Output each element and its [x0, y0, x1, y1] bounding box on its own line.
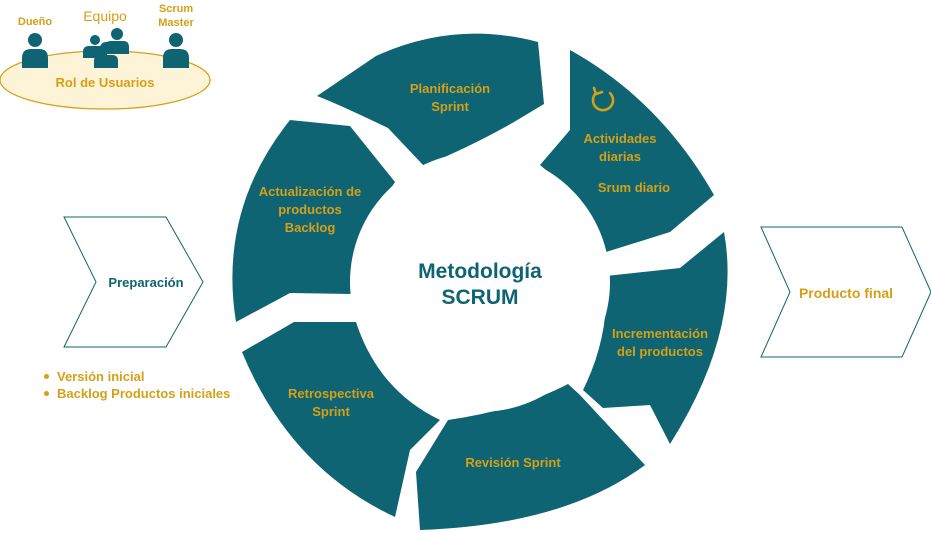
segment-planificacion: [317, 33, 544, 166]
planificacion-label-line1: Planificación: [410, 81, 490, 96]
segment-revision: [416, 384, 645, 530]
segment-incrementacion: [583, 232, 728, 444]
incrementacion-label-line1: Incrementación: [612, 326, 708, 341]
producto-final-label: Producto final: [799, 285, 893, 301]
producto-final-chevron: [760, 226, 931, 358]
retrospectiva-label-line1: Retrospectiva: [288, 386, 375, 401]
preparacion-chevron: [63, 216, 204, 348]
owner-person-icon: [22, 33, 48, 68]
actividades-label-line3: Srum diario: [598, 180, 670, 195]
center-title-line1: Metodología: [418, 260, 542, 283]
scrum-cycle: [232, 33, 728, 530]
actualizacion-label-line3: Backlog: [285, 220, 336, 235]
bullet-version-inicial: Versión inicial: [44, 368, 230, 385]
revision-label: Revisión Sprint: [465, 455, 561, 470]
center-circle: [350, 152, 610, 412]
scrum-master-label-line2: Master: [158, 17, 194, 29]
planificacion-label-line2: Sprint: [431, 99, 469, 114]
roles-group: Dueño Equipo Scrum Master Rol de Usuario…: [0, 3, 211, 110]
roles-label: Rol de Usuarios: [56, 75, 155, 90]
preparacion-bullet-list: Versión inicial Backlog Productos inicia…: [44, 368, 230, 402]
team-label: Equipo: [83, 8, 127, 24]
bullet-backlog-productos: Backlog Productos iniciales: [44, 385, 230, 402]
segment-retrospectiva: [242, 322, 440, 517]
owner-label: Dueño: [18, 16, 53, 28]
scrum-master-label-line1: Scrum: [159, 3, 193, 15]
actividades-label-line2: diarias: [599, 149, 641, 164]
segment-actividades: [540, 50, 714, 252]
incrementacion-label-line2: del productos: [617, 344, 703, 359]
center-title-line2: SCRUM: [442, 286, 519, 309]
actividades-label-line1: Actividades: [584, 131, 657, 146]
actualizacion-label-line2: productos: [278, 202, 342, 217]
actualizacion-label-line1: Actualización de: [259, 184, 362, 199]
refresh-icon: [591, 86, 615, 112]
team-icon: [83, 28, 129, 68]
preparacion-label: Preparación: [108, 275, 183, 290]
scrum-master-person-icon: [163, 33, 189, 68]
retrospectiva-label-line2: Sprint: [312, 404, 350, 419]
